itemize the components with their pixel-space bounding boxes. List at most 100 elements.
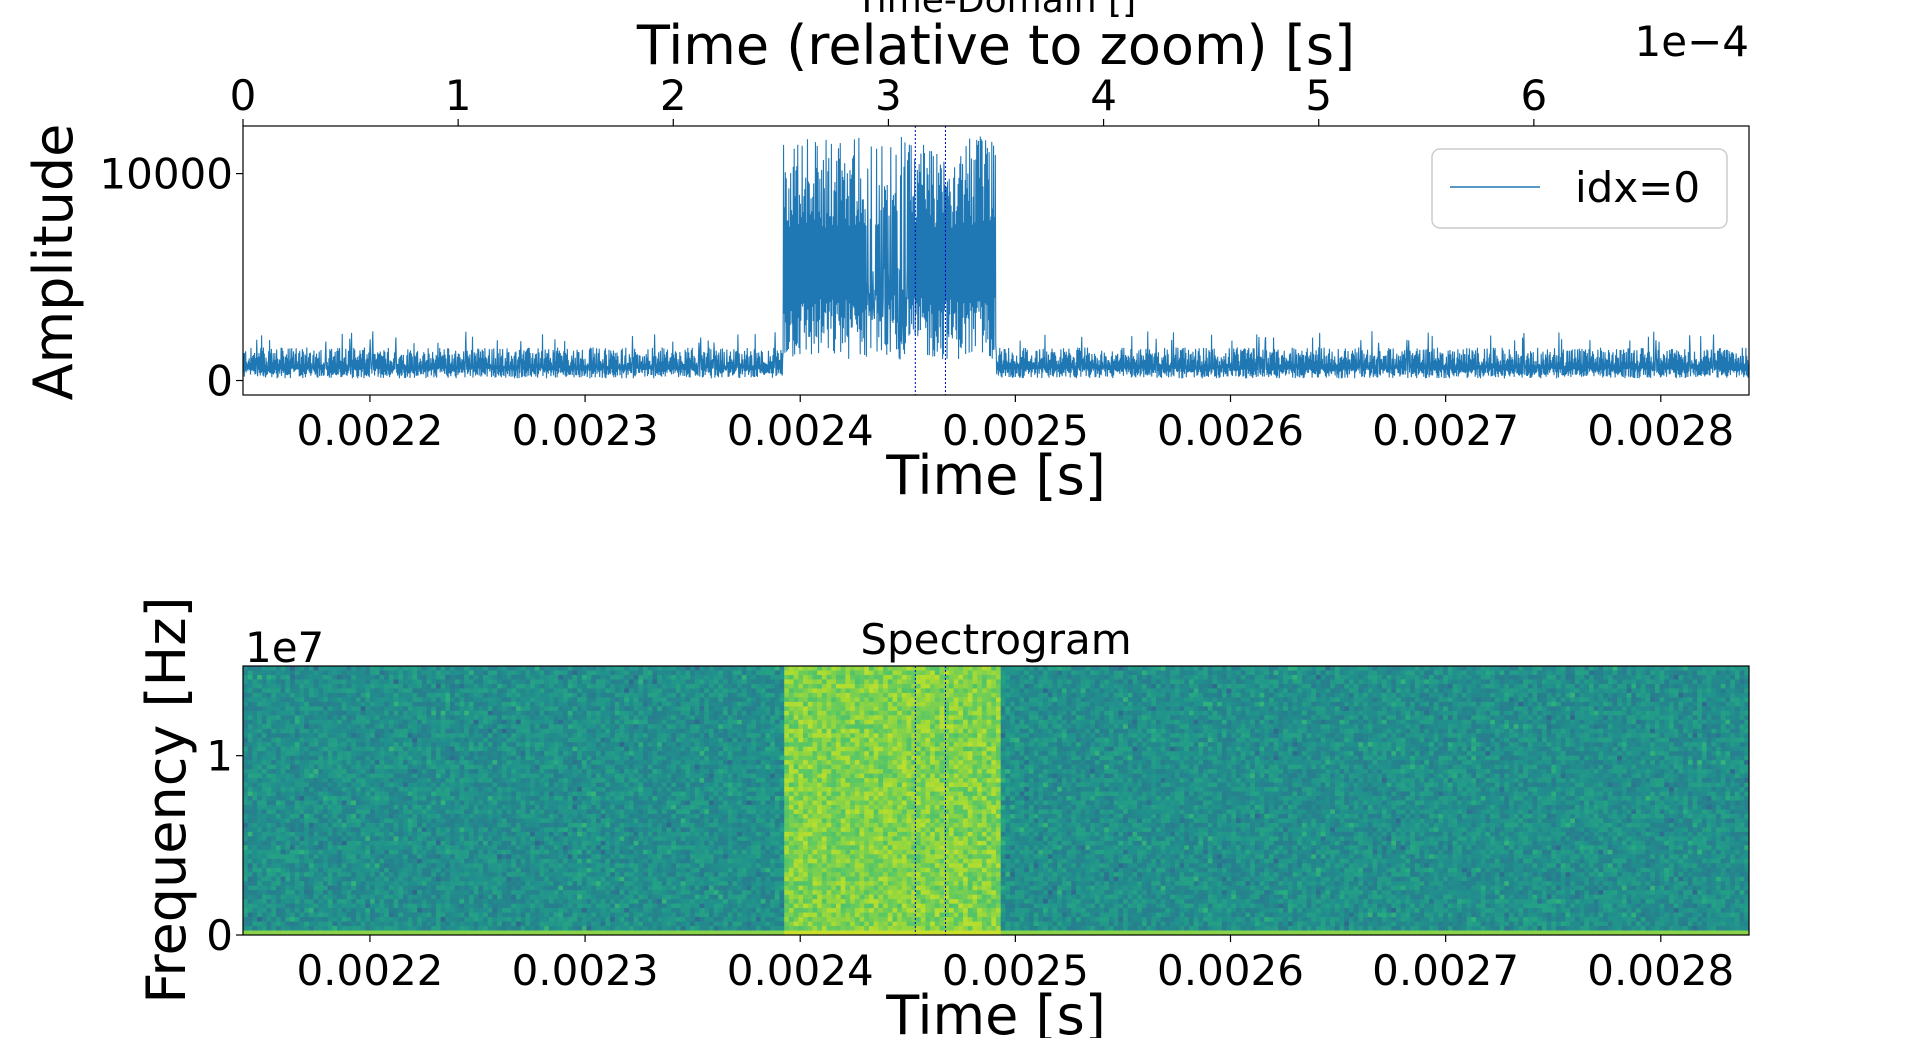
- spectrogram-cell: [412, 912, 418, 918]
- spectrogram-cell: [558, 755, 564, 761]
- spectrogram-cell: [318, 876, 324, 882]
- spectrogram-cell: [534, 854, 541, 860]
- spectrogram-cell: [388, 804, 395, 811]
- spectrogram-cell: [299, 679, 305, 685]
- spectrogram-cell: [539, 917, 545, 923]
- spectrogram-cell: [450, 760, 456, 766]
- spectrogram-cell: [337, 903, 343, 909]
- spectrogram-cell: [614, 670, 621, 676]
- spectrogram-cell: [417, 894, 423, 900]
- spectrogram-cell: [327, 809, 334, 815]
- spectrogram-cell: [379, 706, 385, 712]
- spectrogram-cell: [600, 787, 606, 793]
- spectrogram-cell: [445, 760, 451, 766]
- spectrogram-cell: [492, 822, 498, 828]
- spectrogram-cell: [558, 666, 564, 672]
- spectrogram-cell: [351, 674, 357, 681]
- spectrogram-cell: [426, 854, 432, 860]
- spectrogram-cell: [544, 858, 550, 864]
- spectrogram-cell: [308, 742, 315, 748]
- spectrogram-cell: [403, 742, 409, 748]
- spectrogram-cell: [435, 670, 442, 676]
- spectrogram-cell: [341, 912, 348, 918]
- spectrogram-cell: [600, 706, 606, 712]
- spectrogram-cell: [614, 876, 621, 882]
- spectrogram-cell: [619, 760, 625, 766]
- spectrogram-cell: [445, 921, 451, 927]
- spectrogram-cell: [605, 822, 611, 828]
- spectrogram-cell: [384, 679, 390, 685]
- spectrogram-cell: [483, 930, 489, 935]
- spectrogram-cell: [257, 827, 263, 833]
- spectrogram-cell: [341, 679, 348, 685]
- spectrogram-cell: [412, 742, 418, 748]
- spectrogram-cell: [393, 706, 399, 712]
- spectrogram-cell: [497, 787, 503, 793]
- spectrogram-cell: [610, 692, 616, 698]
- spectrogram-cell: [459, 773, 465, 779]
- spectrogram-cell: [421, 737, 428, 743]
- spectrogram-cell: [252, 849, 258, 855]
- spectrogram-cell: [459, 903, 465, 909]
- spectrogram-cell: [614, 845, 621, 851]
- spectrogram-cell: [337, 728, 343, 734]
- spectrogram-cell: [388, 728, 395, 734]
- spectrogram-cell: [548, 773, 555, 779]
- spectrogram-cell: [393, 912, 399, 918]
- spectrogram-cell: [468, 822, 475, 828]
- spectrogram-cell: [624, 804, 630, 811]
- spectrogram-cell: [614, 813, 621, 820]
- spectrogram-cell: [497, 791, 503, 797]
- spectrogram-cell: [431, 858, 437, 864]
- spectrogram-cell: [614, 800, 621, 806]
- spectrogram-cell: [417, 728, 423, 734]
- spectrogram-cell: [393, 787, 399, 793]
- spectrogram-cell: [534, 791, 541, 797]
- spectrogram-cell: [247, 760, 254, 766]
- spectrogram-cell: [280, 827, 286, 833]
- spectrogram-cell: [403, 818, 409, 824]
- spectrogram-cell: [261, 872, 268, 878]
- spectrogram-cell: [445, 764, 451, 770]
- spectrogram-cell: [308, 809, 315, 815]
- spectrogram-cell: [497, 921, 503, 927]
- spectrogram-cell: [567, 912, 574, 918]
- spectrogram-cell: [534, 751, 541, 757]
- spectrogram-cell: [304, 688, 310, 694]
- spectrogram-cell: [337, 683, 343, 690]
- spectrogram-cell: [581, 867, 588, 873]
- spectrogram-cell: [553, 804, 559, 811]
- spectrogram-cell: [257, 867, 263, 873]
- spectrogram-cell: [431, 710, 437, 716]
- spectrogram-cell: [487, 926, 494, 932]
- spectrogram-cell: [252, 917, 258, 923]
- spectrogram-cell: [525, 840, 531, 846]
- spectrogram-cell: [426, 760, 432, 766]
- spectrogram-cell: [285, 854, 291, 860]
- spectrogram-cell: [624, 831, 630, 837]
- spectrogram-cell: [553, 885, 559, 891]
- spectrogram-cell: [445, 688, 451, 694]
- spectrogram-cell: [600, 885, 606, 891]
- spectrogram-cell: [275, 706, 282, 712]
- spectrogram-cell: [285, 697, 291, 703]
- spectrogram-cell: [548, 854, 555, 860]
- spectrogram-cell: [577, 796, 583, 802]
- spectrogram-cell: [421, 791, 428, 797]
- spectrogram-cell: [271, 751, 277, 757]
- spectrogram-cell: [473, 800, 479, 806]
- spectrogram-cell: [595, 930, 602, 935]
- spectrogram-cell: [478, 885, 484, 891]
- spectrogram-cell: [243, 778, 249, 784]
- spectrogram-cell: [374, 692, 381, 698]
- spectrogram-cell: [440, 867, 446, 873]
- spectrogram-cell: [595, 849, 602, 855]
- spectrogram-cell: [624, 769, 630, 775]
- spectrogram-cell: [544, 724, 550, 730]
- spectrogram-cell: [290, 670, 296, 676]
- spectrogram-cell: [577, 831, 583, 837]
- spectrogram-cell: [337, 885, 343, 891]
- spectrogram-cell: [619, 813, 625, 820]
- spectrogram-cell: [341, 899, 348, 905]
- spectrogram-cell: [501, 926, 508, 932]
